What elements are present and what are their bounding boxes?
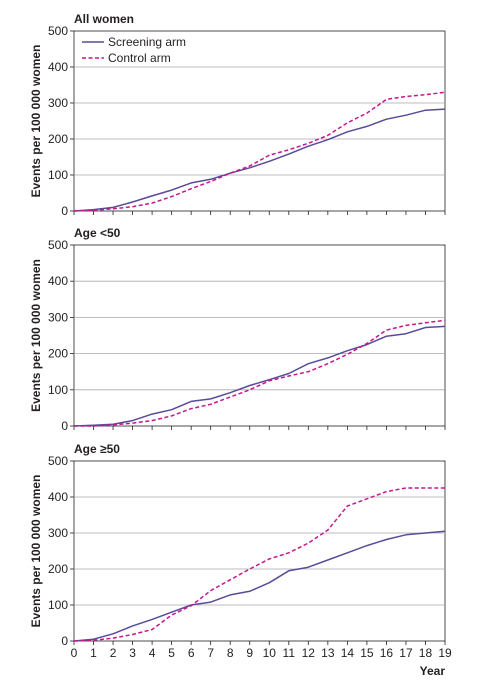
- x-tick-label: 5: [168, 646, 175, 660]
- x-tick-label: 17: [399, 646, 413, 660]
- series-line-screening-arm: [73, 530, 446, 642]
- x-axis-label: Year: [420, 664, 446, 678]
- y-tick-label: 400: [48, 490, 68, 504]
- x-tick-label: 0: [71, 646, 78, 660]
- series-line-screening-arm: [73, 325, 446, 427]
- x-tick-label: 6: [188, 646, 195, 660]
- y-tick-label: 300: [48, 310, 68, 324]
- series-line-screening-arm: [73, 108, 446, 212]
- y-tick-label: 0: [61, 419, 68, 433]
- series-line-control-arm: [73, 487, 445, 642]
- x-tick-label: 10: [263, 646, 277, 660]
- x-tick-label: 11: [283, 646, 296, 660]
- y-tick-label: 300: [48, 526, 68, 540]
- y-axis-label: Events per 100 000 women: [29, 259, 43, 412]
- x-tick-label: 9: [246, 646, 253, 660]
- x-tick-label: 2: [110, 646, 117, 660]
- x-tick-label: 7: [207, 646, 214, 660]
- panel-frame: [73, 460, 446, 642]
- x-tick-label: 4: [149, 646, 156, 660]
- y-tick-label: 200: [48, 562, 68, 576]
- y-tick-label: 100: [48, 598, 68, 612]
- panel-frame: [73, 30, 446, 212]
- x-tick-label: 3: [129, 646, 136, 660]
- y-tick-label: 400: [48, 60, 68, 74]
- legend-label: Screening arm: [108, 35, 186, 49]
- legend-label: Control arm: [108, 51, 171, 65]
- x-tick-label: 19: [438, 646, 452, 660]
- panel-frame: [73, 244, 446, 427]
- y-tick-label: 500: [48, 24, 68, 38]
- y-tick-label: 0: [61, 204, 68, 218]
- x-tick-label: 14: [341, 646, 355, 660]
- y-tick-label: 300: [48, 96, 68, 110]
- x-tick-label: 8: [227, 646, 234, 660]
- series-line-control-arm: [74, 319, 446, 427]
- y-axis-label: Events per 100 000 women: [29, 475, 43, 628]
- y-tick-label: 0: [61, 634, 68, 648]
- y-tick-label: 400: [48, 274, 68, 288]
- y-tick-label: 100: [48, 168, 68, 182]
- x-tick-label: 18: [419, 646, 433, 660]
- y-tick-label: 200: [48, 132, 68, 146]
- x-tick-label: 13: [321, 646, 335, 660]
- series-line-control-arm: [73, 91, 446, 212]
- x-tick-label: 15: [360, 646, 374, 660]
- panel-title: All women: [74, 12, 134, 26]
- y-tick-label: 200: [48, 347, 68, 361]
- panel-title: Age <50: [74, 226, 121, 240]
- y-tick-label: 100: [48, 383, 68, 397]
- y-tick-label: 500: [48, 454, 68, 468]
- panel-title: Age ≥50: [74, 442, 120, 456]
- y-axis-label: Events per 100 000 women: [29, 45, 43, 198]
- x-tick-label: 1: [90, 646, 97, 660]
- y-tick-label: 500: [48, 238, 68, 252]
- x-tick-label: 16: [380, 646, 394, 660]
- x-tick-label: 12: [302, 646, 316, 660]
